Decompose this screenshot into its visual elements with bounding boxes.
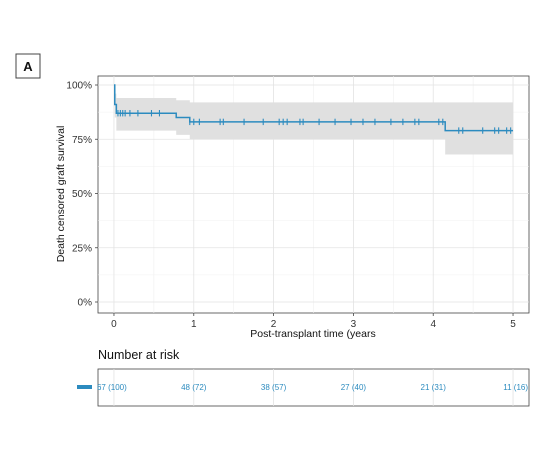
- panel-label-box: [15, 53, 41, 79]
- y-axis-ticks: 0% 25% 50% 75% 100%: [66, 81, 98, 309]
- x-axis-title: Post-transplant time (years: [250, 328, 375, 340]
- x-tick-label: 1: [191, 319, 197, 330]
- plot-area: 0 1 2 3 4 5 0% 25% 50% 75% 100%: [66, 75, 530, 330]
- x-tick-label: 3: [351, 319, 357, 330]
- survival-line: [113, 84, 514, 132]
- risk-table-title: Number at risk: [98, 348, 180, 362]
- x-tick-label: 2: [271, 319, 277, 330]
- x-tick-label: 5: [510, 319, 516, 330]
- y-tick-label: 0%: [78, 298, 93, 309]
- risk-table: 67 (100) 48 (72) 38 (57) 27 (40) 21 (31) 11 (…: [77, 368, 530, 407]
- y-tick-label: 25%: [72, 243, 92, 254]
- risk-count-label: 27 (40): [341, 383, 367, 392]
- risk-legend-swatch: [77, 385, 92, 389]
- censor-marks: [117, 110, 512, 134]
- confidence-band: [113, 85, 514, 155]
- x-tick-label: 0: [111, 319, 117, 330]
- risk-count-label: 11 (16): [503, 383, 528, 392]
- y-tick-label: 50%: [72, 189, 92, 200]
- survival-curve: [113, 84, 514, 132]
- risk-table-frame: [97, 368, 530, 407]
- x-tick-label: 4: [430, 319, 436, 330]
- risk-count-label: 38 (57): [261, 383, 287, 392]
- risk-count-label: 67 (100): [97, 383, 127, 392]
- risk-labels: 67 (100) 48 (72) 38 (57) 27 (40) 21 (31) 11 (…: [97, 383, 528, 392]
- confidence-band-area: [113, 85, 514, 155]
- panel-label: A: [23, 59, 33, 74]
- y-tick-label: 75%: [72, 135, 92, 146]
- risk-count-label: 48 (72): [181, 383, 207, 392]
- x-axis-ticks: 0 1 2 3 4 5: [111, 313, 516, 330]
- y-axis-title: Death censored graft survival: [55, 126, 67, 263]
- y-tick-label: 100%: [66, 81, 92, 92]
- risk-count-label: 21 (31): [421, 383, 447, 392]
- risk-grid: [113, 369, 514, 406]
